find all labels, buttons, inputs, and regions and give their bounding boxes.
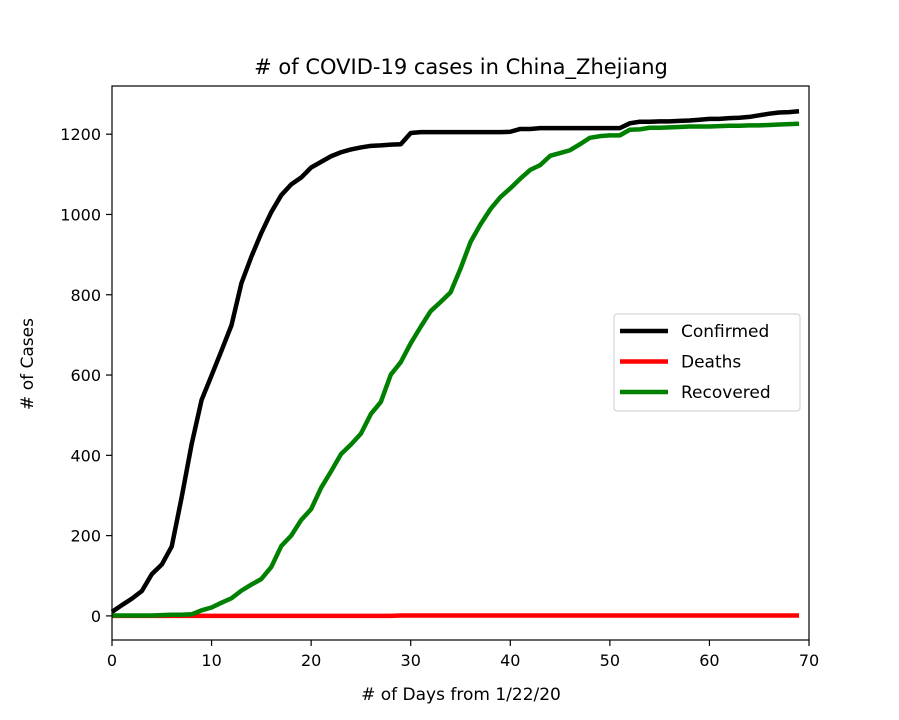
y-axis: 0 200 400 600 800 1000 1200 [60, 125, 112, 626]
y-tick-label: 1200 [60, 125, 101, 144]
x-tick-label: 30 [401, 651, 421, 670]
x-tick-label: 0 [107, 651, 117, 670]
x-tick-label: 20 [301, 651, 321, 670]
legend-label-recovered: Recovered [681, 383, 771, 403]
x-tick-label: 50 [600, 651, 620, 670]
y-tick-label: 400 [70, 446, 101, 465]
y-tick-label: 1000 [60, 205, 101, 224]
legend-label-confirmed: Confirmed [681, 322, 769, 342]
y-tick-label: 600 [70, 366, 101, 385]
legend-label-deaths: Deaths [681, 353, 741, 373]
y-tick-label: 200 [70, 527, 101, 546]
series-layer [110, 109, 800, 619]
legend: Confirmed Deaths Recovered [613, 313, 801, 412]
series-line-confirmed [110, 109, 800, 614]
x-axis-title: # of Days from 1/22/20 [361, 685, 561, 705]
y-tick-label: 0 [91, 607, 101, 626]
legend-box [613, 313, 801, 412]
series-line-recovered [112, 121, 800, 618]
plot-frame [111, 85, 810, 641]
x-axis: 0 10 20 30 40 50 60 70 [107, 640, 819, 670]
x-tick-label: 70 [799, 651, 819, 670]
chart-title: # of COVID-19 cases in China_Zhejiang [254, 55, 668, 80]
x-tick-label: 60 [699, 651, 719, 670]
x-tick-label: 10 [201, 651, 221, 670]
x-tick-label: 40 [500, 651, 520, 670]
y-axis-title: # of Cases [18, 318, 38, 410]
y-tick-label: 800 [70, 286, 101, 305]
